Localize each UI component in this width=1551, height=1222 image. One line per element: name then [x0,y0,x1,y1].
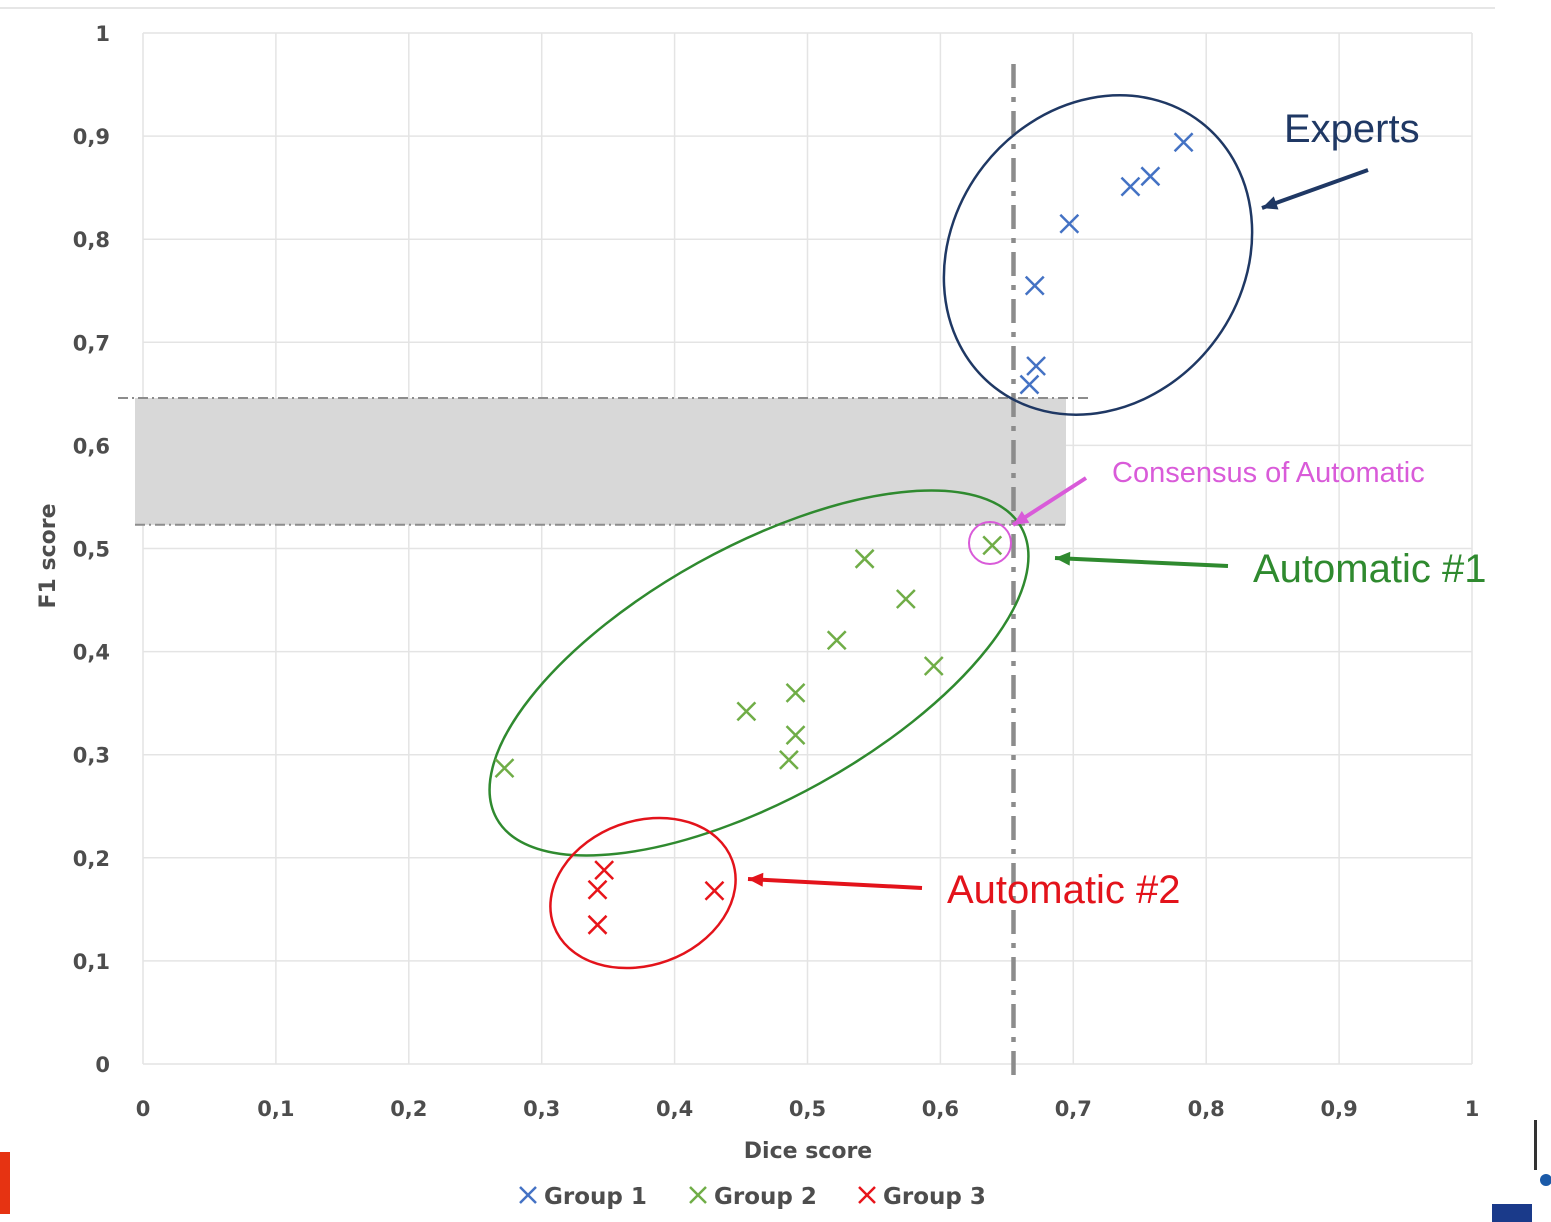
automatic-1-arrowhead [1055,551,1071,566]
left-logo-fragment [0,1152,10,1214]
y-tick-labels: 0 0,1 0,2 0,3 0,4 0,5 0,6 0,7 0,8 0,9 1 [73,22,110,1077]
annotation-automatic-2-arrow [747,877,923,890]
legend: Group 1 Group 2 Group 3 [519,1184,986,1210]
y-tick-label: 0,1 [73,950,110,974]
y-tick-label: 0,3 [73,744,110,768]
y-tick-label: 0,4 [73,641,110,665]
point-group-2 [826,630,847,651]
point-group-1 [1024,275,1045,296]
annotation-automatic-2-label: Automatic #2 [947,868,1180,912]
point-group-3 [594,860,615,881]
x-tick-label: 0,7 [1055,1097,1092,1121]
annotation-automatic-1-arrow [1054,556,1229,568]
x-tick-label: 0,1 [257,1097,294,1121]
point-group-2 [785,725,806,745]
point-group-3 [587,914,608,935]
y-tick-label: 0,2 [73,847,110,871]
x-tick-label: 0,6 [922,1097,959,1121]
point-group-2 [895,589,916,609]
x-tick-label: 0,5 [789,1097,826,1121]
experts-arrowhead [1262,196,1279,210]
point-group-3 [587,879,608,900]
shaded-band-rect [135,397,1066,525]
x-tick-label: 0,2 [390,1097,427,1121]
point-group-1 [1173,132,1194,153]
point-group-2 [785,682,806,703]
x-tick-labels: 0 0,1 0,2 0,3 0,4 0,5 0,6 0,7 0,8 0,9 1 [136,1097,1480,1121]
annotation-experts-label: Experts [1284,107,1420,151]
legend-item-group-2: Group 2 [689,1184,817,1210]
annotation-experts: Experts [1261,107,1420,210]
x-tick-label: 0 [136,1097,151,1121]
point-group-2 [494,758,515,778]
x-tick-label: 0,3 [523,1097,560,1121]
y-tick-label: 0,6 [73,434,110,458]
point-group-1 [1026,356,1046,376]
annotation-automatic-2: Automatic #2 [747,868,1180,912]
point-group-2 [736,701,757,722]
y-tick-label: 0,9 [73,125,110,149]
data-points [494,132,1194,935]
y-tick-label: 0,8 [73,228,110,252]
y-tick-label: 0,5 [73,538,110,562]
legend-label: Group 2 [714,1184,817,1210]
point-group-2 [854,548,875,569]
annotation-consensus-label: Consensus of Automatic [1112,457,1425,489]
x-tick-label: 1 [1465,1097,1480,1121]
point-group-2 [779,749,799,770]
y-tick-label: 0 [95,1053,110,1077]
automatic-1-ellipse [488,489,1030,857]
x-tick-label: 0,4 [656,1097,693,1121]
right-logo-fragment [1492,1120,1551,1222]
x-axis-title: Dice score [744,1139,872,1164]
point-group-1 [1019,374,1040,395]
experts-ellipse [942,94,1254,416]
shaded-band [118,396,1092,526]
legend-label: Group 3 [883,1184,986,1210]
consensus-circle [968,521,1012,565]
y-tick-label: 0,7 [73,331,110,355]
annotation-automatic-1-label: Automatic #1 [1253,547,1486,591]
y-axis-title: F1 score [36,503,61,608]
consensus-arrowhead [1013,510,1030,525]
point-group-3 [704,880,725,901]
point-group-2 [982,535,1003,556]
automatic-2-ellipse [549,816,737,970]
legend-item-group-1: Group 1 [519,1184,647,1210]
annotation-experts-arrow [1261,168,1369,210]
point-group-1 [1059,213,1080,234]
point-group-1 [1120,176,1141,197]
annotation-automatic-1: Automatic #1 [1054,547,1486,591]
x-tick-label: 0,8 [1188,1097,1225,1121]
x-tick-label: 0,9 [1320,1097,1357,1121]
annotation-consensus: Consensus of Automatic [1011,457,1425,527]
y-tick-label: 1 [95,22,110,46]
point-group-1 [1140,166,1161,187]
legend-label: Group 1 [544,1184,647,1210]
automatic-2-arrowhead [748,872,764,887]
legend-item-group-3: Group 3 [858,1184,986,1210]
grid-lines [142,32,1473,1065]
group-ellipses [488,94,1254,970]
point-group-2 [923,656,944,676]
